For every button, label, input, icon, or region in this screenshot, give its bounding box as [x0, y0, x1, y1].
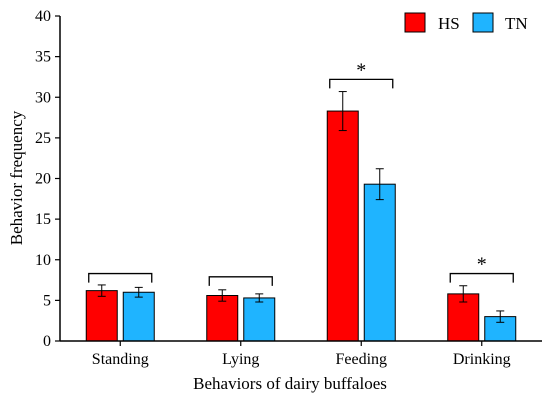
- legend: HS TN: [404, 12, 528, 33]
- x-tick-label: Feeding: [335, 351, 387, 368]
- bar-tn: [243, 297, 276, 342]
- y-tick-label: 30: [35, 89, 51, 106]
- y-tick-label: 40: [35, 8, 51, 25]
- y-tick-label: 0: [43, 333, 51, 350]
- y-tick-label: 5: [43, 292, 51, 309]
- bar-hs: [326, 110, 359, 342]
- bar-hs: [85, 290, 118, 342]
- y-tick-label: 35: [35, 49, 51, 66]
- x-tick-label: Lying: [222, 351, 259, 368]
- x-axis-title: Behaviors of dairy buffaloes: [193, 374, 387, 393]
- y-tick-label: 20: [35, 171, 51, 188]
- legend-swatch-hs: [404, 12, 426, 33]
- bar-tn: [363, 183, 396, 342]
- significance-star: *: [356, 59, 366, 81]
- significance-bracket: [329, 78, 394, 89]
- x-tick-label: Drinking: [453, 351, 511, 368]
- significance-bracket: [208, 276, 273, 286]
- bar-hs: [206, 295, 239, 342]
- y-tick-label: 10: [35, 252, 51, 269]
- significance-star: *: [477, 254, 487, 276]
- significance-bracket: [88, 272, 153, 283]
- x-tick-label: Standing: [92, 351, 149, 368]
- axis-ticks: 0 5 10 15 20 25 30 35 40 Standing Lying Feeding Drin…: [35, 8, 511, 368]
- y-tick-label: 15: [35, 211, 51, 228]
- bar-tn: [122, 291, 155, 342]
- significance-bracket: [449, 272, 514, 283]
- legend-label-tn: TN: [505, 14, 528, 33]
- plot-marks: **: [85, 59, 517, 342]
- y-tick-label: 25: [35, 130, 51, 147]
- legend-label-hs: HS: [438, 14, 460, 33]
- legend-swatch-tn: [472, 12, 494, 33]
- y-axis-title: Behavior frequency: [7, 110, 26, 245]
